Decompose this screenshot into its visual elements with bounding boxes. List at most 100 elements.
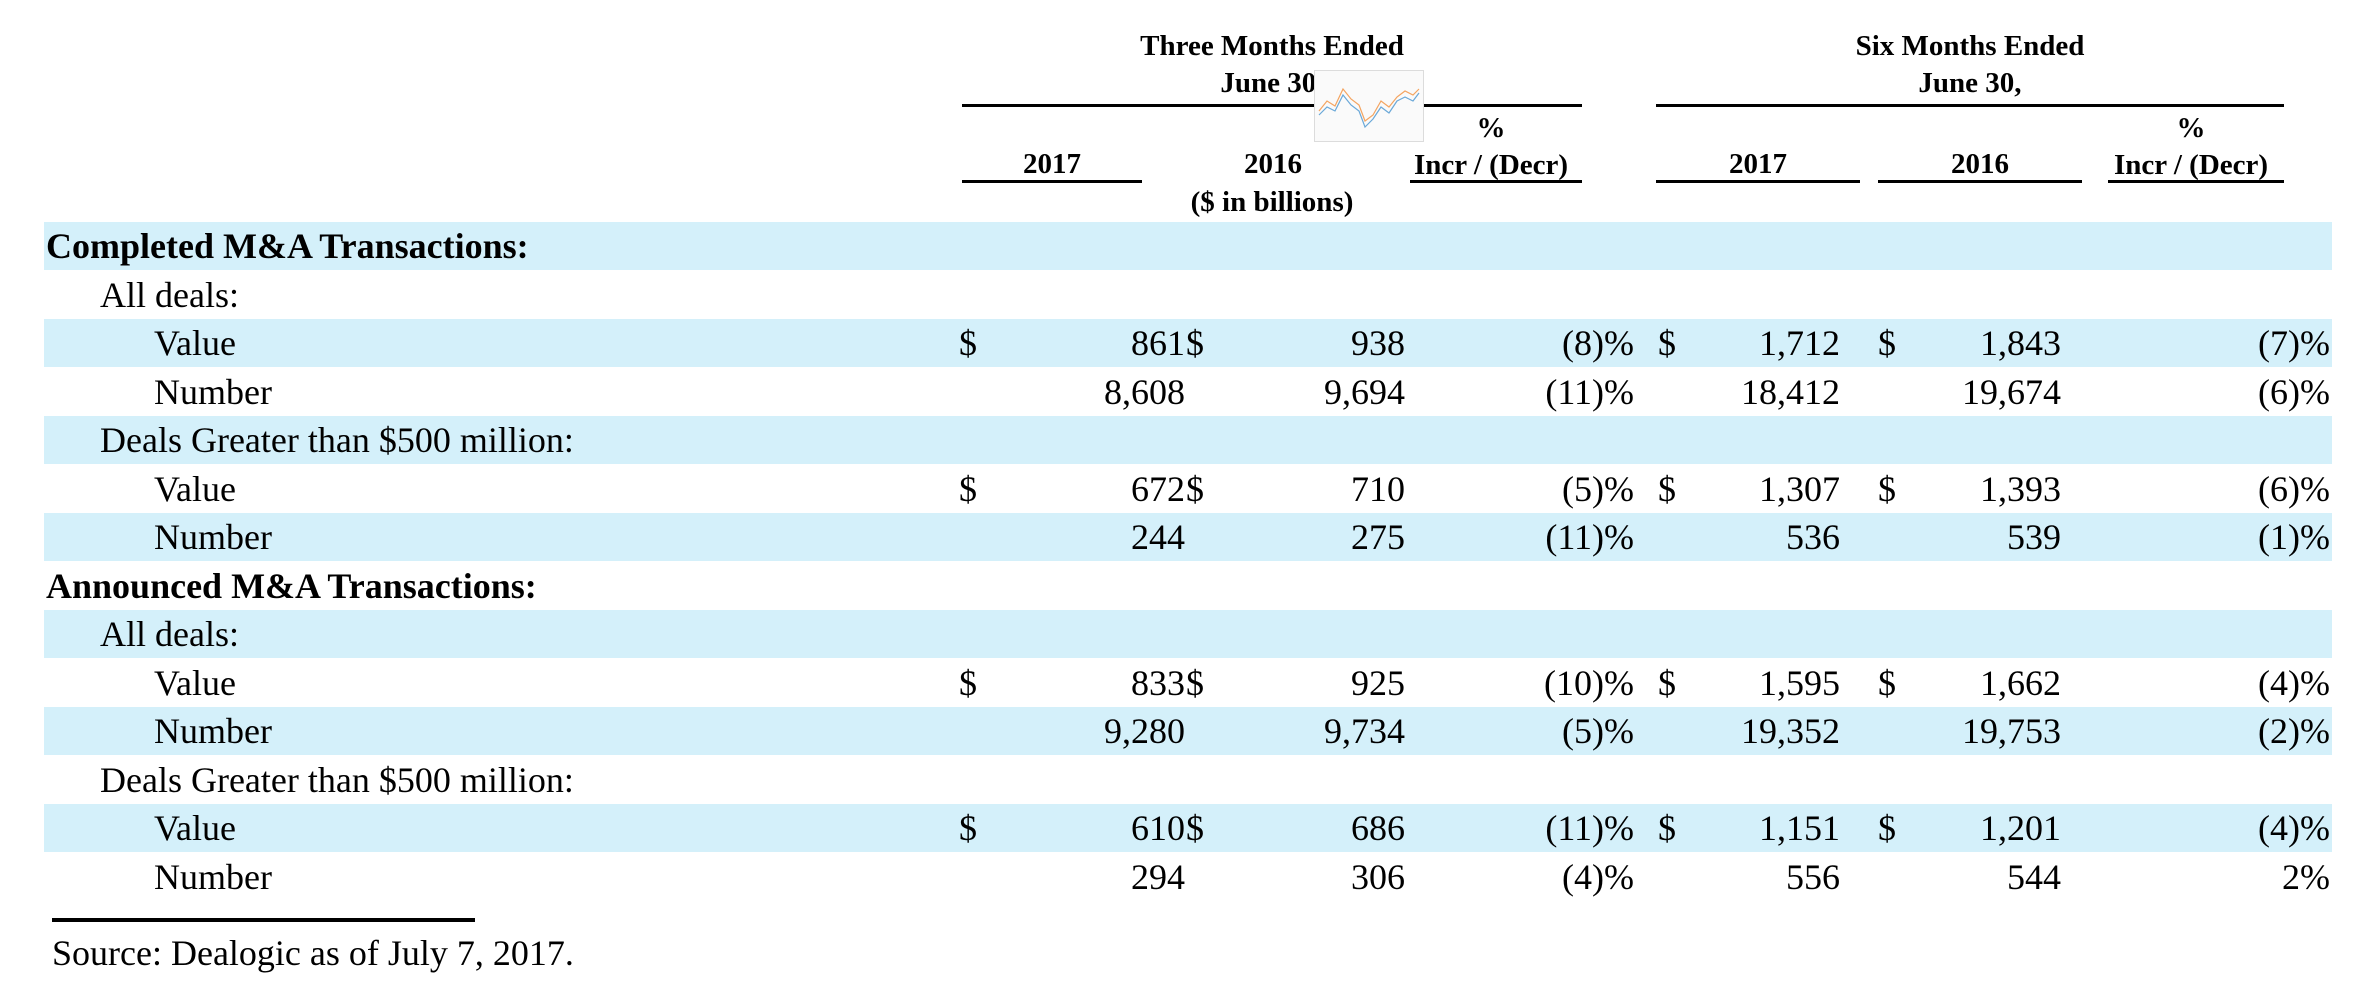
col-header-q-pct-line1: % [1476, 112, 1506, 144]
subsection-label: All deals: [100, 614, 239, 654]
cell-h-pct: (6)% [2258, 371, 2330, 412]
footnote-rule [52, 918, 475, 922]
three-months-rule [962, 104, 1582, 107]
col-header-h-2017: 2017 [1729, 148, 1787, 180]
cell-q-pct: (11)% [1545, 371, 1634, 412]
units-label: ($ in billions) [1190, 186, 1354, 218]
cell-q-2016: 925 [1351, 662, 1405, 703]
cell-h-pct: 2% [2282, 856, 2330, 897]
table-row: Number 244 275 (11)% 536 539 (1)% [44, 513, 2332, 561]
section-heading: Announced M&A Transactions: [46, 565, 537, 606]
cell-h-2016: 1,843 [1980, 323, 2061, 363]
cell-q-pct: (11)% [1545, 517, 1634, 557]
col-header-h-2016: 2016 [1951, 148, 2009, 180]
dollar-sign: $ [959, 662, 977, 703]
col-rule-q-pct [1410, 180, 1582, 183]
cell-q-pct: (5)% [1562, 711, 1634, 751]
cell-h-2017: 1,712 [1759, 323, 1840, 363]
row-label: Number [154, 711, 272, 751]
three-months-header: Three Months Ended June 30, [962, 28, 1582, 102]
cell-h-2017: 18,412 [1741, 371, 1840, 412]
col-rule-h-2017 [1656, 180, 1860, 183]
cell-h-pct: (1)% [2258, 517, 2330, 557]
cell-q-2017: 672 [1131, 468, 1185, 509]
col-header-q-2017: 2017 [1023, 148, 1081, 180]
six-months-header-line1: Six Months Ended [1855, 30, 2085, 62]
three-months-header-line1: Three Months Ended [1140, 30, 1404, 62]
six-months-header-line2: June 30, [1918, 67, 2022, 99]
subsection-label: All deals: [100, 274, 239, 315]
dollar-sign: $ [1658, 323, 1676, 363]
row-label: Number [154, 856, 272, 897]
cell-q-2016: 686 [1351, 808, 1405, 848]
col-rule-h-pct [2108, 180, 2284, 183]
source-footnote: Source: Dealogic as of July 7, 2017. [52, 933, 574, 973]
row-label: Value [154, 323, 236, 363]
cell-q-2016: 938 [1351, 323, 1405, 363]
cell-h-2016: 19,753 [1962, 711, 2061, 751]
dollar-sign: $ [959, 808, 977, 848]
row-label: Number [154, 371, 272, 412]
table-row: Announced M&A Transactions: [44, 562, 2332, 610]
cell-q-pct: (8)% [1562, 323, 1634, 363]
dollar-sign: $ [1186, 808, 1204, 848]
col-header-q-pct: % Incr / (Decr) [1400, 110, 1582, 184]
cell-q-2017: 9,280 [1104, 711, 1185, 751]
cell-h-2016: 539 [2007, 517, 2061, 557]
dollar-sign: $ [959, 323, 977, 363]
col-header-q-pct-line2: Incr / (Decr) [1413, 149, 1569, 181]
col-header-q-2016: 2016 [1244, 148, 1302, 180]
cell-q-2017: 861 [1131, 323, 1185, 363]
col-header-h-pct-line2: Incr / (Decr) [2113, 149, 2269, 181]
three-months-header-line2: June 30, [1220, 67, 1324, 99]
dollar-sign: $ [1878, 323, 1896, 363]
six-months-rule [1656, 104, 2284, 107]
cell-q-2017: 610 [1131, 808, 1185, 848]
row-label: Value [154, 468, 236, 509]
col-header-h-pct: % Incr / (Decr) [2098, 110, 2284, 184]
col-rule-q-2017 [962, 180, 1142, 183]
table-row: Deals Greater than $500 million: [44, 416, 2332, 464]
cell-h-2016: 1,393 [1980, 468, 2061, 509]
dollar-sign: $ [1878, 662, 1896, 703]
dollar-sign: $ [959, 468, 977, 509]
subsection-label: Deals Greater than $500 million: [100, 759, 574, 800]
chart-thumbnail-icon [1318, 87, 1420, 129]
table-row: Value $861 $938 (8)% $1,712 $1,843 (7)% [44, 319, 2332, 367]
cell-h-2017: 1,595 [1759, 662, 1840, 703]
cell-q-2017: 8,608 [1104, 371, 1185, 412]
subsection-label: Deals Greater than $500 million: [100, 420, 574, 460]
stock-chart-thumbnail [1314, 70, 1424, 142]
table-row: Value $672 $710 (5)% $1,307 $1,393 (6)% [44, 465, 2332, 513]
cell-h-pct: (4)% [2258, 662, 2330, 703]
cell-h-pct: (6)% [2258, 468, 2330, 509]
cell-q-2016: 9,694 [1324, 371, 1405, 412]
col-header-h-pct-line1: % [2176, 112, 2206, 144]
dollar-sign: $ [1186, 662, 1204, 703]
cell-h-2017: 19,352 [1741, 711, 1840, 751]
table-row: Value $833 $925 (10)% $1,595 $1,662 (4)% [44, 659, 2332, 707]
cell-q-pct: (10)% [1544, 662, 1634, 703]
cell-q-pct: (11)% [1545, 808, 1634, 848]
cell-q-2016: 710 [1351, 468, 1405, 509]
col-rule-h-2016 [1878, 180, 2082, 183]
cell-q-2017: 294 [1131, 856, 1185, 897]
row-label: Value [154, 808, 236, 848]
cell-q-2016: 306 [1351, 856, 1405, 897]
cell-h-2016: 1,201 [1980, 808, 2061, 848]
cell-q-2016: 275 [1351, 517, 1405, 557]
cell-h-pct: (4)% [2258, 808, 2330, 848]
table-row: Deals Greater than $500 million: [44, 756, 2332, 804]
dollar-sign: $ [1878, 808, 1896, 848]
cell-h-2016: 544 [2007, 856, 2061, 897]
table-row: Number 294 306 (4)% 556 544 2% [44, 853, 2332, 901]
table-row: Value $610 $686 (11)% $1,151 $1,201 (4)% [44, 804, 2332, 852]
dollar-sign: $ [1186, 468, 1204, 509]
dollar-sign: $ [1658, 808, 1676, 848]
table-row: All deals: [44, 271, 2332, 319]
table-row: Number 9,280 9,734 (5)% 19,352 19,753 (2)% [44, 707, 2332, 755]
cell-h-2017: 1,307 [1759, 468, 1840, 509]
row-label: Number [154, 517, 272, 557]
row-label: Value [154, 662, 236, 703]
cell-q-pct: (4)% [1562, 856, 1634, 897]
